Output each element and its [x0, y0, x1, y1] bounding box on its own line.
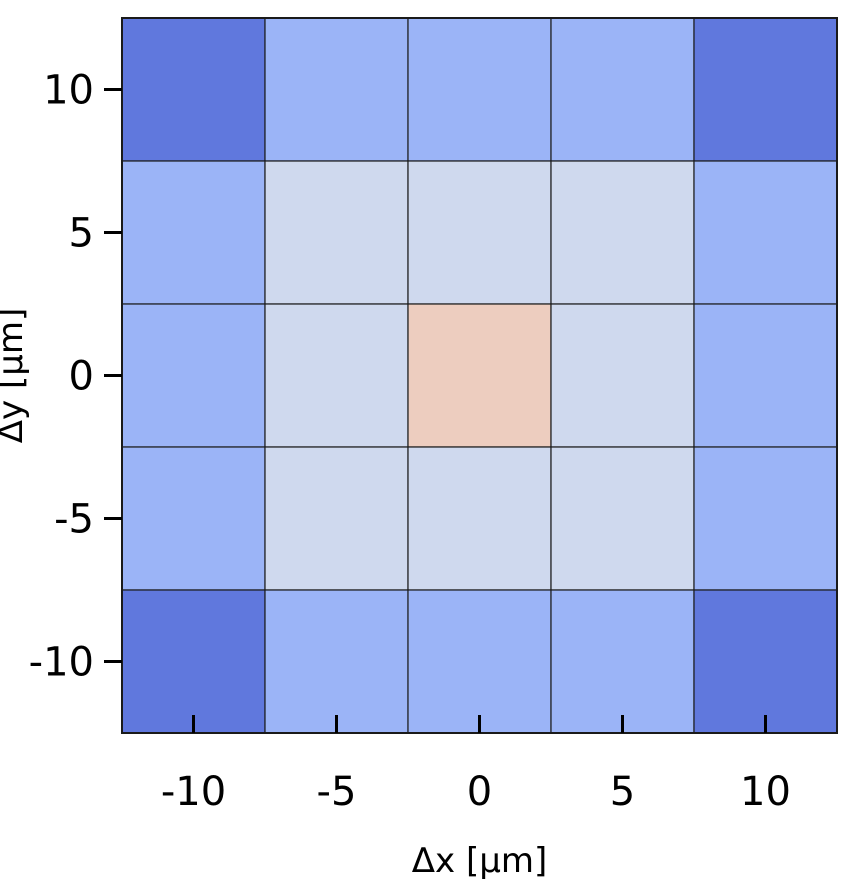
- heatmap-cell: [693, 589, 838, 734]
- heatmap-cell: [550, 17, 695, 162]
- x-tick-label: -5: [317, 769, 357, 815]
- heatmap-cell: [550, 589, 695, 734]
- heatmap-cell: [121, 446, 266, 591]
- heatmap-cell: [693, 17, 838, 162]
- heatmap-cell: [407, 303, 552, 448]
- heatmap-cell: [121, 303, 266, 448]
- y-tick-label: 10: [43, 68, 94, 114]
- heatmap-cell: [407, 446, 552, 591]
- heatmap-cell: [264, 303, 409, 448]
- x-tick-label: 5: [610, 769, 635, 815]
- heatmap-cell: [693, 303, 838, 448]
- x-axis-label: Δx [μm]: [412, 841, 547, 881]
- heatmap-cell: [121, 589, 266, 734]
- heatmap-cell: [693, 160, 838, 305]
- heatmap-cell: [550, 160, 695, 305]
- heatmap-cells: [121, 17, 838, 734]
- heatmap-cell: [407, 17, 552, 162]
- heatmap-cell: [550, 303, 695, 448]
- y-tick-label: 5: [69, 211, 94, 257]
- y-tick-label: -10: [29, 640, 94, 686]
- x-axis-ticks: -10 -5 0 5 10: [161, 715, 791, 815]
- heatmap-cell: [407, 589, 552, 734]
- heatmap-cell: [121, 160, 266, 305]
- heatmap-cell: [407, 160, 552, 305]
- heatmap-cell: [264, 17, 409, 162]
- x-tick-label: 10: [740, 769, 791, 815]
- x-tick-label: 0: [467, 769, 492, 815]
- heatmap-cell: [121, 17, 266, 162]
- heatmap-cell: [264, 589, 409, 734]
- heatmap-cell: [264, 446, 409, 591]
- heatmap-cell: [693, 446, 838, 591]
- y-tick-label: 0: [69, 354, 94, 400]
- y-axis-ticks: 10 5 0 -5 -10: [29, 68, 122, 686]
- y-tick-label: -5: [54, 497, 94, 543]
- y-axis-label: Δy [μm]: [0, 308, 31, 443]
- heatmap-cell: [550, 446, 695, 591]
- x-tick-label: -10: [161, 769, 226, 815]
- heatmap-cell: [264, 160, 409, 305]
